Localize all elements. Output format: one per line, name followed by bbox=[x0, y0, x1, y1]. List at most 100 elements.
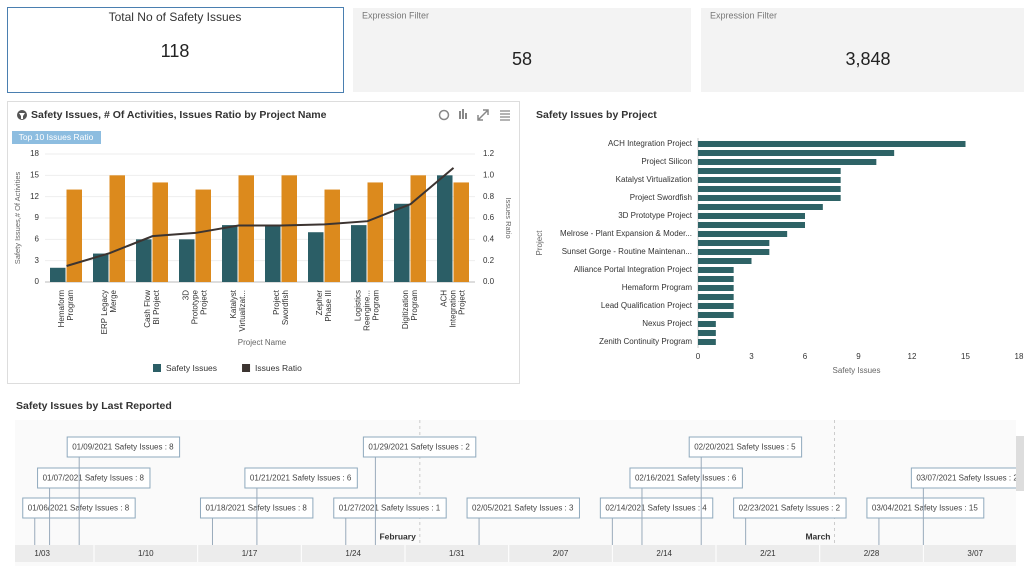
week-label: 1/24 bbox=[345, 549, 361, 558]
kpi-title: Total No of Safety Issues bbox=[109, 10, 242, 24]
bar bbox=[93, 253, 109, 282]
event-box[interactable] bbox=[244, 467, 358, 489]
y2-tick-label: 1.0 bbox=[483, 170, 495, 179]
bar bbox=[698, 213, 805, 219]
y-tick-label: Katalyst Virtualization bbox=[616, 175, 692, 184]
badge-label: Top 10 Issues Ratio bbox=[19, 132, 94, 142]
bar bbox=[698, 177, 841, 183]
bar bbox=[698, 294, 734, 300]
y-tick-label: 15 bbox=[30, 170, 39, 179]
x-tick-label: 3 bbox=[749, 352, 754, 361]
y2-tick-label: 0.6 bbox=[483, 213, 495, 222]
event-box[interactable] bbox=[466, 497, 580, 519]
event-box[interactable] bbox=[333, 497, 447, 519]
bar bbox=[367, 182, 383, 282]
event-box[interactable] bbox=[629, 467, 743, 489]
bar bbox=[698, 195, 841, 201]
kpi-tile[interactable] bbox=[7, 7, 344, 93]
bar bbox=[698, 240, 770, 246]
bar bbox=[351, 225, 367, 282]
y-tick-label: Alliance Portal Integration Project bbox=[574, 265, 693, 274]
bar bbox=[698, 186, 841, 192]
week-label: 1/03 bbox=[34, 549, 50, 558]
event-label: 02/23/2021 Safety Issues : 2 bbox=[739, 504, 841, 513]
bar bbox=[698, 249, 770, 255]
event-label: 01/21/2021 Safety Issues : 6 bbox=[250, 474, 352, 483]
event-label: 02/05/2021 Safety Issues : 3 bbox=[472, 504, 574, 513]
y-tick-label: Zenith Continuity Program bbox=[599, 337, 692, 346]
y-tick-label: 3 bbox=[35, 256, 40, 265]
y-tick-label: 3D Prototype Project bbox=[618, 211, 693, 220]
event-box[interactable] bbox=[866, 497, 985, 519]
x-tick-label: Zepher Phase III bbox=[315, 290, 333, 324]
y2-tick-label: 0.4 bbox=[483, 234, 495, 243]
y-tick-label: Lead Qualification Project bbox=[601, 301, 693, 310]
kpi-tile[interactable] bbox=[701, 8, 1024, 92]
timeline-title: Safety Issues by Last Reported bbox=[16, 400, 172, 412]
x-tick-label: 15 bbox=[961, 352, 970, 361]
week-label: 2/21 bbox=[760, 549, 776, 558]
event-box[interactable] bbox=[37, 467, 151, 489]
toolbar-icon[interactable] bbox=[438, 109, 450, 121]
x-axis-title: Safety Issues bbox=[832, 366, 880, 375]
y-tick-label: Hemaform Program bbox=[622, 283, 693, 292]
bar bbox=[698, 285, 734, 291]
y-tick-label: Melrose - Plant Expansion & Moder... bbox=[560, 229, 692, 238]
y-axis-title: Project bbox=[535, 230, 544, 256]
bar bbox=[698, 330, 716, 336]
event-label: 02/20/2021 Safety Issues : 5 bbox=[694, 443, 796, 452]
toolbar-icon[interactable] bbox=[459, 111, 461, 119]
legend-label: Issues Ratio bbox=[255, 363, 302, 373]
month-label: March bbox=[805, 531, 830, 541]
bar bbox=[152, 182, 168, 282]
y-tick-label: Nexus Project bbox=[642, 319, 693, 328]
bar bbox=[698, 204, 823, 210]
bar bbox=[324, 189, 340, 282]
kpi-value: 58 bbox=[512, 49, 532, 69]
filter-icon-glyph bbox=[19, 113, 25, 119]
kpi-tile[interactable] bbox=[353, 8, 691, 92]
bar bbox=[394, 203, 410, 282]
y-tick-label: 18 bbox=[30, 149, 39, 158]
badge[interactable] bbox=[12, 131, 101, 144]
event-label: 01/27/2021 Safety Issues : 1 bbox=[339, 504, 441, 513]
event-box[interactable] bbox=[733, 497, 847, 519]
bar bbox=[698, 312, 734, 318]
y-tick-label: 6 bbox=[35, 234, 40, 243]
timeline: 1/03 1/10 1/17 1/24 1/31 2/07 2/14 2/21 2/28 3/07… bbox=[22, 420, 1023, 562]
event-box[interactable] bbox=[599, 497, 714, 519]
x-tick-label: ACH Integration Project bbox=[440, 289, 467, 330]
event-box[interactable] bbox=[362, 436, 477, 458]
event-label: 01/09/2021 Safety Issues : 8 bbox=[72, 443, 174, 452]
x-tick-label: 9 bbox=[856, 352, 861, 361]
bar bbox=[195, 189, 211, 282]
kpi-title: Expression Filter bbox=[362, 10, 429, 20]
week-label: 1/17 bbox=[242, 549, 258, 558]
toolbar-icon[interactable] bbox=[500, 110, 510, 121]
bar bbox=[453, 182, 469, 282]
week-label: 1/31 bbox=[449, 549, 465, 558]
event-label: 02/14/2021 Safety Issues : 4 bbox=[605, 504, 707, 513]
panel bbox=[7, 101, 520, 384]
y-tick-label: 0 bbox=[35, 277, 40, 286]
y2-tick-label: 0.2 bbox=[483, 256, 495, 265]
y2-tick-label: 1.2 bbox=[483, 149, 495, 158]
bar bbox=[698, 258, 752, 264]
line bbox=[66, 167, 455, 267]
bar bbox=[698, 222, 805, 228]
event-label: 02/16/2021 Safety Issues : 6 bbox=[635, 474, 737, 483]
toolbar-icon bbox=[465, 113, 467, 119]
bar bbox=[698, 303, 734, 309]
event-box[interactable] bbox=[66, 436, 181, 458]
x-tick-label: Digitization Program bbox=[401, 290, 419, 329]
chart-title: Safety Issues by Project bbox=[536, 109, 657, 121]
y2-tick-label: 0.0 bbox=[483, 277, 495, 286]
scrollbar[interactable] bbox=[1016, 436, 1024, 491]
x-tick-label: Project Swordfish bbox=[272, 289, 290, 327]
event-label: 03/04/2021 Safety Issues : 15 bbox=[872, 504, 978, 513]
bar bbox=[222, 225, 238, 282]
month-label: February bbox=[379, 531, 416, 541]
event-box[interactable] bbox=[910, 467, 1023, 489]
toolbar-icon[interactable] bbox=[477, 109, 489, 121]
event-box[interactable] bbox=[688, 436, 803, 458]
